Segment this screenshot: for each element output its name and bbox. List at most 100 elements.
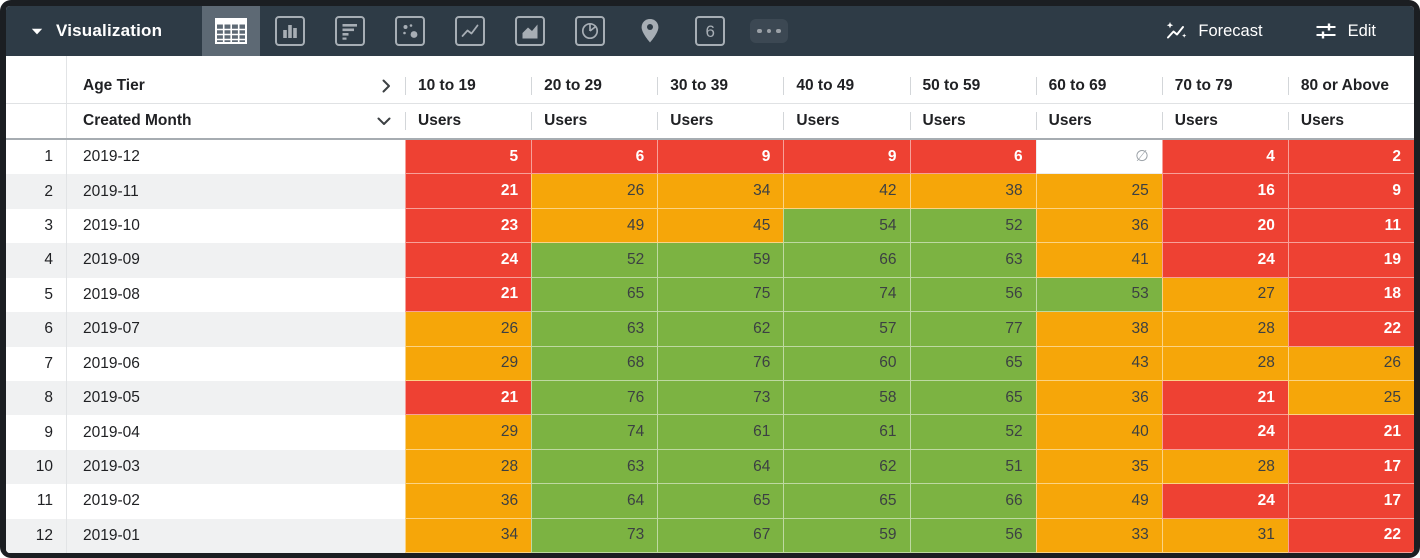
more-chart-types-button[interactable] xyxy=(750,19,789,43)
data-cell[interactable]: 53 xyxy=(1035,277,1162,313)
data-cell[interactable]: ∅ xyxy=(1035,140,1162,175)
column-header-1[interactable]: 10 to 19 xyxy=(405,56,532,103)
chart-type-pie-button[interactable] xyxy=(575,16,606,46)
data-cell[interactable]: 43 xyxy=(1035,346,1162,381)
row-month-cell[interactable]: 2019-08 xyxy=(66,277,405,313)
data-cell[interactable]: 26 xyxy=(531,174,658,209)
data-cell[interactable]: 73 xyxy=(531,518,658,553)
data-cell[interactable]: 6 xyxy=(909,140,1036,175)
data-cell[interactable]: 63 xyxy=(531,312,658,347)
data-cell[interactable]: 33 xyxy=(1035,518,1162,553)
data-cell[interactable]: 11 xyxy=(1287,208,1414,244)
data-cell[interactable]: 24 xyxy=(1161,243,1288,278)
data-cell[interactable]: 21 xyxy=(405,380,532,416)
chart-type-bar-button[interactable] xyxy=(335,16,366,46)
forecast-button[interactable]: Forecast xyxy=(1165,21,1263,41)
data-cell[interactable]: 65 xyxy=(531,277,658,313)
data-cell[interactable]: 21 xyxy=(1287,415,1414,450)
measure-header-2[interactable]: Users xyxy=(531,104,658,138)
data-cell[interactable]: 60 xyxy=(783,346,910,381)
data-cell[interactable]: 51 xyxy=(909,449,1036,485)
data-cell[interactable]: 28 xyxy=(405,449,532,485)
data-cell[interactable]: 36 xyxy=(405,484,532,519)
data-cell[interactable]: 56 xyxy=(909,518,1036,553)
chart-type-column-button[interactable] xyxy=(275,16,306,46)
data-cell[interactable]: 49 xyxy=(531,208,658,244)
visualization-dropdown[interactable]: Visualization xyxy=(6,6,162,56)
data-cell[interactable]: 74 xyxy=(531,415,658,450)
row-month-cell[interactable]: 2019-09 xyxy=(66,243,405,278)
data-cell[interactable]: 65 xyxy=(657,484,784,519)
data-cell[interactable]: 62 xyxy=(783,449,910,485)
measure-header-5[interactable]: Users xyxy=(909,104,1036,138)
data-cell[interactable]: 59 xyxy=(783,518,910,553)
data-cell[interactable]: 29 xyxy=(405,346,532,381)
data-cell[interactable]: 64 xyxy=(531,484,658,519)
data-cell[interactable]: 35 xyxy=(1035,449,1162,485)
data-cell[interactable]: 62 xyxy=(657,312,784,347)
data-cell[interactable]: 19 xyxy=(1287,243,1414,278)
measure-header-1[interactable]: Users xyxy=(405,104,532,138)
data-cell[interactable]: 63 xyxy=(909,243,1036,278)
row-month-cell[interactable]: 2019-06 xyxy=(66,346,405,381)
data-cell[interactable]: 75 xyxy=(657,277,784,313)
column-header-3[interactable]: 30 to 39 xyxy=(657,56,784,103)
data-cell[interactable]: 29 xyxy=(405,415,532,450)
row-month-cell[interactable]: 2019-03 xyxy=(66,449,405,485)
data-cell[interactable]: 38 xyxy=(909,174,1036,209)
data-cell[interactable]: 65 xyxy=(909,346,1036,381)
column-header-6[interactable]: 60 to 69 xyxy=(1035,56,1162,103)
row-month-cell[interactable]: 2019-12 xyxy=(66,140,405,175)
data-cell[interactable]: 28 xyxy=(1161,346,1288,381)
data-cell[interactable]: 38 xyxy=(1035,312,1162,347)
data-cell[interactable]: 9 xyxy=(657,140,784,175)
measure-header-7[interactable]: Users xyxy=(1161,104,1288,138)
data-cell[interactable]: 31 xyxy=(1161,518,1288,553)
data-cell[interactable]: 36 xyxy=(1035,380,1162,416)
column-header-8[interactable]: 80 or Above xyxy=(1287,56,1414,103)
data-cell[interactable]: 59 xyxy=(657,243,784,278)
data-cell[interactable]: 41 xyxy=(1035,243,1162,278)
data-cell[interactable]: 76 xyxy=(531,380,658,416)
data-cell[interactable]: 24 xyxy=(405,243,532,278)
data-cell[interactable]: 22 xyxy=(1287,312,1414,347)
data-cell[interactable]: 74 xyxy=(783,277,910,313)
data-cell[interactable]: 2 xyxy=(1287,140,1414,175)
data-cell[interactable]: 9 xyxy=(783,140,910,175)
data-cell[interactable]: 25 xyxy=(1287,380,1414,416)
data-cell[interactable]: 24 xyxy=(1161,415,1288,450)
column-header-2[interactable]: 20 to 29 xyxy=(531,56,658,103)
row-month-cell[interactable]: 2019-10 xyxy=(66,208,405,244)
data-cell[interactable]: 66 xyxy=(783,243,910,278)
chart-type-scatter-button[interactable] xyxy=(395,16,426,46)
data-cell[interactable]: 57 xyxy=(783,312,910,347)
data-cell[interactable]: 9 xyxy=(1287,174,1414,209)
measure-header-6[interactable]: Users xyxy=(1035,104,1162,138)
data-cell[interactable]: 56 xyxy=(909,277,1036,313)
chart-type-map-button[interactable] xyxy=(635,16,665,46)
data-cell[interactable]: 23 xyxy=(405,208,532,244)
data-cell[interactable]: 24 xyxy=(1161,484,1288,519)
data-cell[interactable]: 18 xyxy=(1287,277,1414,313)
row-month-cell[interactable]: 2019-02 xyxy=(66,484,405,519)
data-cell[interactable]: 52 xyxy=(531,243,658,278)
data-cell[interactable]: 63 xyxy=(531,449,658,485)
data-cell[interactable]: 49 xyxy=(1035,484,1162,519)
data-cell[interactable]: 26 xyxy=(405,312,532,347)
chart-type-table-button[interactable] xyxy=(202,6,261,56)
data-cell[interactable]: 26 xyxy=(1287,346,1414,381)
data-cell[interactable]: 6 xyxy=(531,140,658,175)
edit-button[interactable]: Edit xyxy=(1315,21,1376,41)
data-cell[interactable]: 61 xyxy=(657,415,784,450)
pivot-field-header[interactable]: Age Tier xyxy=(66,56,405,103)
column-header-5[interactable]: 50 to 59 xyxy=(909,56,1036,103)
data-cell[interactable]: 17 xyxy=(1287,484,1414,519)
data-cell[interactable]: 52 xyxy=(909,415,1036,450)
measure-header-3[interactable]: Users xyxy=(657,104,784,138)
data-cell[interactable]: 22 xyxy=(1287,518,1414,553)
data-cell[interactable]: 58 xyxy=(783,380,910,416)
chart-type-line-button[interactable] xyxy=(455,16,486,46)
data-cell[interactable]: 73 xyxy=(657,380,784,416)
row-field-header[interactable]: Created Month xyxy=(66,104,405,138)
data-cell[interactable]: 66 xyxy=(909,484,1036,519)
